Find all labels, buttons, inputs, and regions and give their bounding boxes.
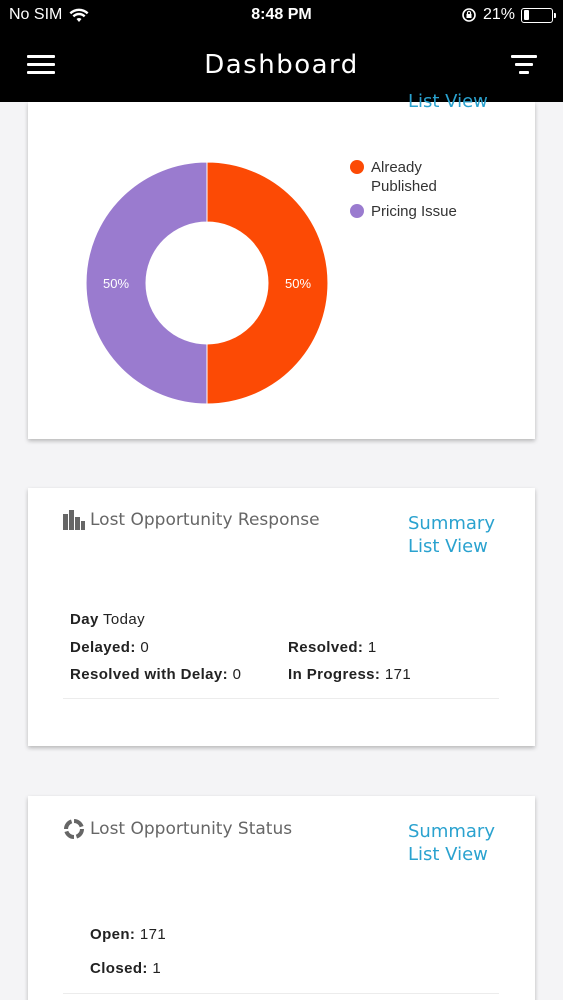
resolved-with-delay-row: Resolved with Delay: 0 (70, 666, 242, 683)
in-progress-value: 171 (384, 666, 412, 683)
response-card-links: Summary List View (408, 512, 495, 558)
open-row: Open: 171 (90, 926, 167, 943)
filter-icon[interactable] (510, 55, 538, 77)
page-title: Dashboard (204, 50, 359, 80)
resolved-with-delay-value: 0 (232, 666, 242, 683)
closed-value: 1 (152, 960, 162, 977)
wifi-icon (69, 8, 89, 22)
donut-slice-label: 50% (285, 276, 311, 291)
donut-slice-already-published[interactable] (206, 161, 329, 405)
delayed-row: Delayed: 0 (70, 639, 150, 656)
card-title: Lost Opportunity Status (90, 819, 293, 839)
status-card: Lost Opportunity Status Summary List Vie… (28, 796, 535, 1000)
status-bar: No SIM 8:48 PM 21% (0, 0, 563, 30)
carrier-label: No SIM (9, 6, 63, 23)
response-card: Lost Opportunity Response Summary List V… (28, 488, 535, 746)
legend-label: Pricing Issue (371, 203, 457, 220)
list-view-link[interactable]: List View (408, 91, 488, 112)
closed-row: Closed: 1 (90, 960, 162, 977)
list-view-link[interactable]: List View (408, 844, 488, 865)
legend-swatch (350, 204, 364, 218)
card-title: Lost Opportunity Response (90, 510, 320, 530)
hamburger-menu-icon[interactable] (27, 55, 55, 77)
status-time: 8:48 PM (251, 6, 312, 23)
summary-link[interactable]: Summary (408, 821, 495, 842)
status-right: 21% (461, 6, 556, 24)
divider (63, 698, 499, 699)
battery-percent: 21% (482, 6, 515, 23)
status-card-header: Lost Opportunity Status (63, 818, 292, 840)
battery-icon (521, 7, 556, 23)
battery-fill (523, 10, 530, 20)
orientation-lock-icon (462, 8, 476, 22)
resolved-value: 1 (367, 639, 377, 656)
chart-card-link-clip: List View (408, 90, 488, 114)
resolved-row: Resolved: 1 (288, 639, 377, 656)
nav-bar: Dashboard (0, 30, 563, 102)
legend-item-already-published[interactable]: Already Published (350, 158, 457, 196)
bar-chart-icon (63, 510, 85, 530)
divider (63, 993, 499, 994)
delayed-value: 0 (140, 639, 150, 656)
chart-card: List View 50% 50% Already Published Pricin… (28, 91, 535, 439)
donut-slice-pricing-issue[interactable] (85, 161, 208, 405)
in-progress-row: In Progress: 171 (288, 666, 412, 683)
day-row: Day Today (70, 611, 146, 628)
legend-item-pricing-issue[interactable]: Pricing Issue (350, 202, 457, 221)
day-value: Today (103, 611, 146, 628)
donut-slice-label: 50% (103, 276, 129, 291)
list-view-link[interactable]: List View (408, 536, 488, 557)
response-card-header: Lost Opportunity Response (63, 510, 320, 530)
status-card-links: Summary List View (408, 820, 495, 866)
status-left: No SIM (9, 6, 89, 24)
ring-chart-icon (64, 819, 84, 839)
open-value: 171 (139, 926, 167, 943)
legend-label: Already Published (371, 159, 437, 195)
donut-chart: 50% 50% (85, 161, 329, 405)
legend-swatch (350, 160, 364, 174)
summary-link[interactable]: Summary (408, 513, 495, 534)
chart-legend: Already Published Pricing Issue (350, 158, 457, 227)
